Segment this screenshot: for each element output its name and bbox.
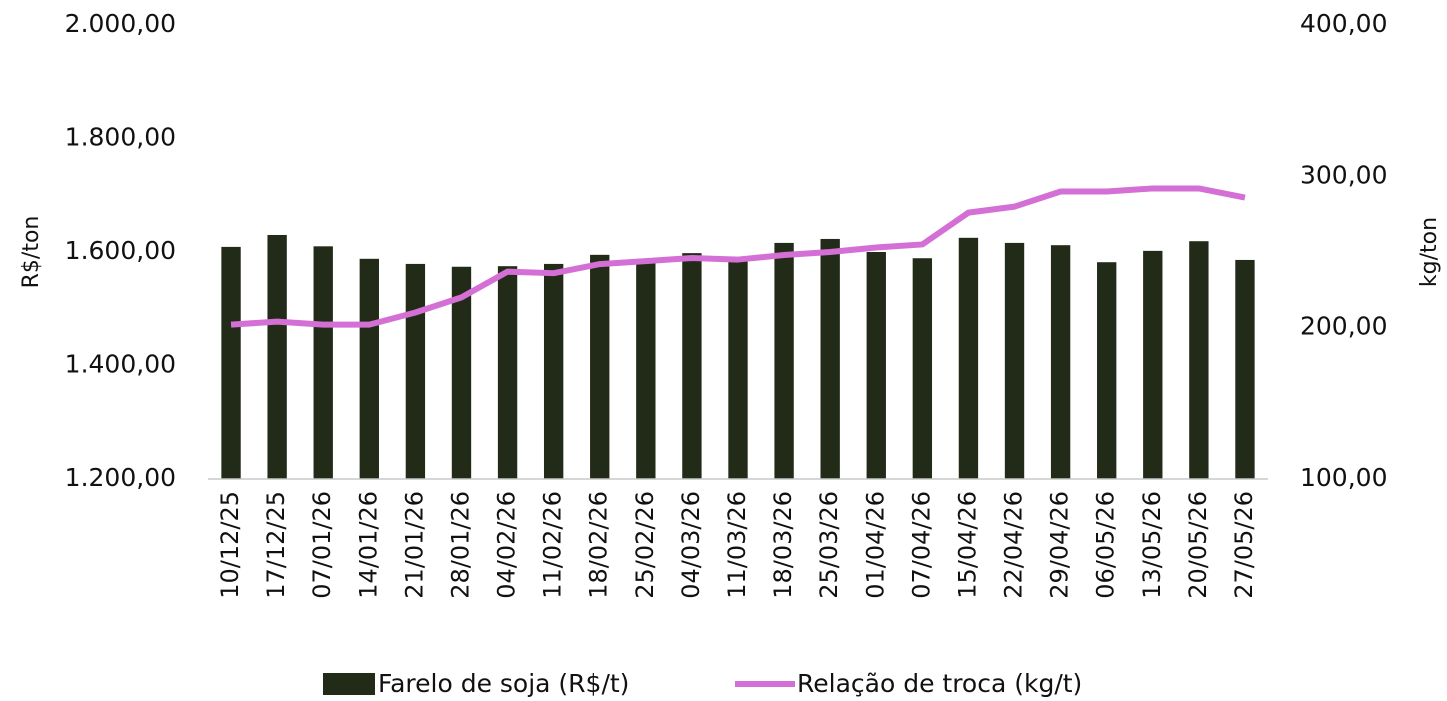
legend-label: Relação de troca (kg/t) [797,669,1082,698]
x-tick-label: 01/04/26 [861,491,889,599]
x-tick-label: 17/12/25 [262,491,290,599]
x-tick-label: 28/01/26 [446,491,474,599]
bar [1050,245,1071,479]
y-tick-label: 1.400,00 [65,350,176,379]
y-tick-label: 1.200,00 [65,463,176,492]
x-tick-label: 22/04/26 [1000,491,1028,599]
x-tick-label: 11/02/26 [539,491,567,599]
x-tick-label: 29/04/26 [1046,491,1074,599]
bar [359,258,379,479]
bar [497,266,518,479]
bar [1097,262,1117,479]
legend-label: Farelo de soja (R$/t) [378,669,629,698]
bar [1189,241,1209,479]
legend-swatch [323,673,375,695]
bar [1235,259,1255,479]
bar [451,266,472,479]
y2-axis-label: kg/ton [1417,217,1442,287]
bar [405,263,426,479]
x-tick-label: 25/03/26 [815,491,843,599]
x-tick-label: 07/01/26 [308,491,336,599]
bar [958,237,979,479]
x-tick-label: 27/05/26 [1230,491,1258,599]
y-axis-label: R$/ton [19,216,44,289]
x-tick-label: 06/05/26 [1092,491,1120,599]
y-tick-label: 1.600,00 [65,236,176,265]
bar [774,242,794,479]
bar [1004,242,1025,479]
bar [866,252,886,479]
bar [682,253,702,479]
bar [590,254,610,479]
y-tick-label: 1.800,00 [65,123,176,152]
y2-tick-label: 100,00 [1300,463,1387,492]
x-tick-label: 07/04/26 [907,491,935,599]
x-tick-label: 18/02/26 [585,491,613,599]
x-tick-label: 10/12/25 [216,491,244,599]
y2-tick-label: 300,00 [1300,160,1387,189]
line [230,185,1246,328]
x-tick-label: 15/04/26 [953,491,981,599]
x-tick-label: 04/03/26 [677,491,705,599]
y2-tick-label: 200,00 [1300,312,1387,341]
x-tick-label: 18/03/26 [769,491,797,599]
bar [313,246,333,479]
x-tick-label: 14/01/26 [354,491,382,599]
x-tick-label: 13/05/26 [1138,491,1166,599]
x-tick-label: 25/02/26 [631,491,659,599]
y-tick-label: 2.000,00 [65,9,176,38]
y2-tick-label: 400,00 [1300,9,1387,38]
bar [221,246,241,479]
bar [820,238,840,479]
bar [636,261,656,479]
x-tick-label: 11/03/26 [723,491,751,599]
bar [912,258,933,479]
bar [267,234,287,479]
x-tick-label: 20/05/26 [1184,491,1212,599]
x-tick-label: 21/01/26 [400,491,428,599]
bar [1143,250,1163,479]
x-tick-label: 04/02/26 [493,491,521,599]
bar [728,259,748,479]
bar [543,263,564,479]
